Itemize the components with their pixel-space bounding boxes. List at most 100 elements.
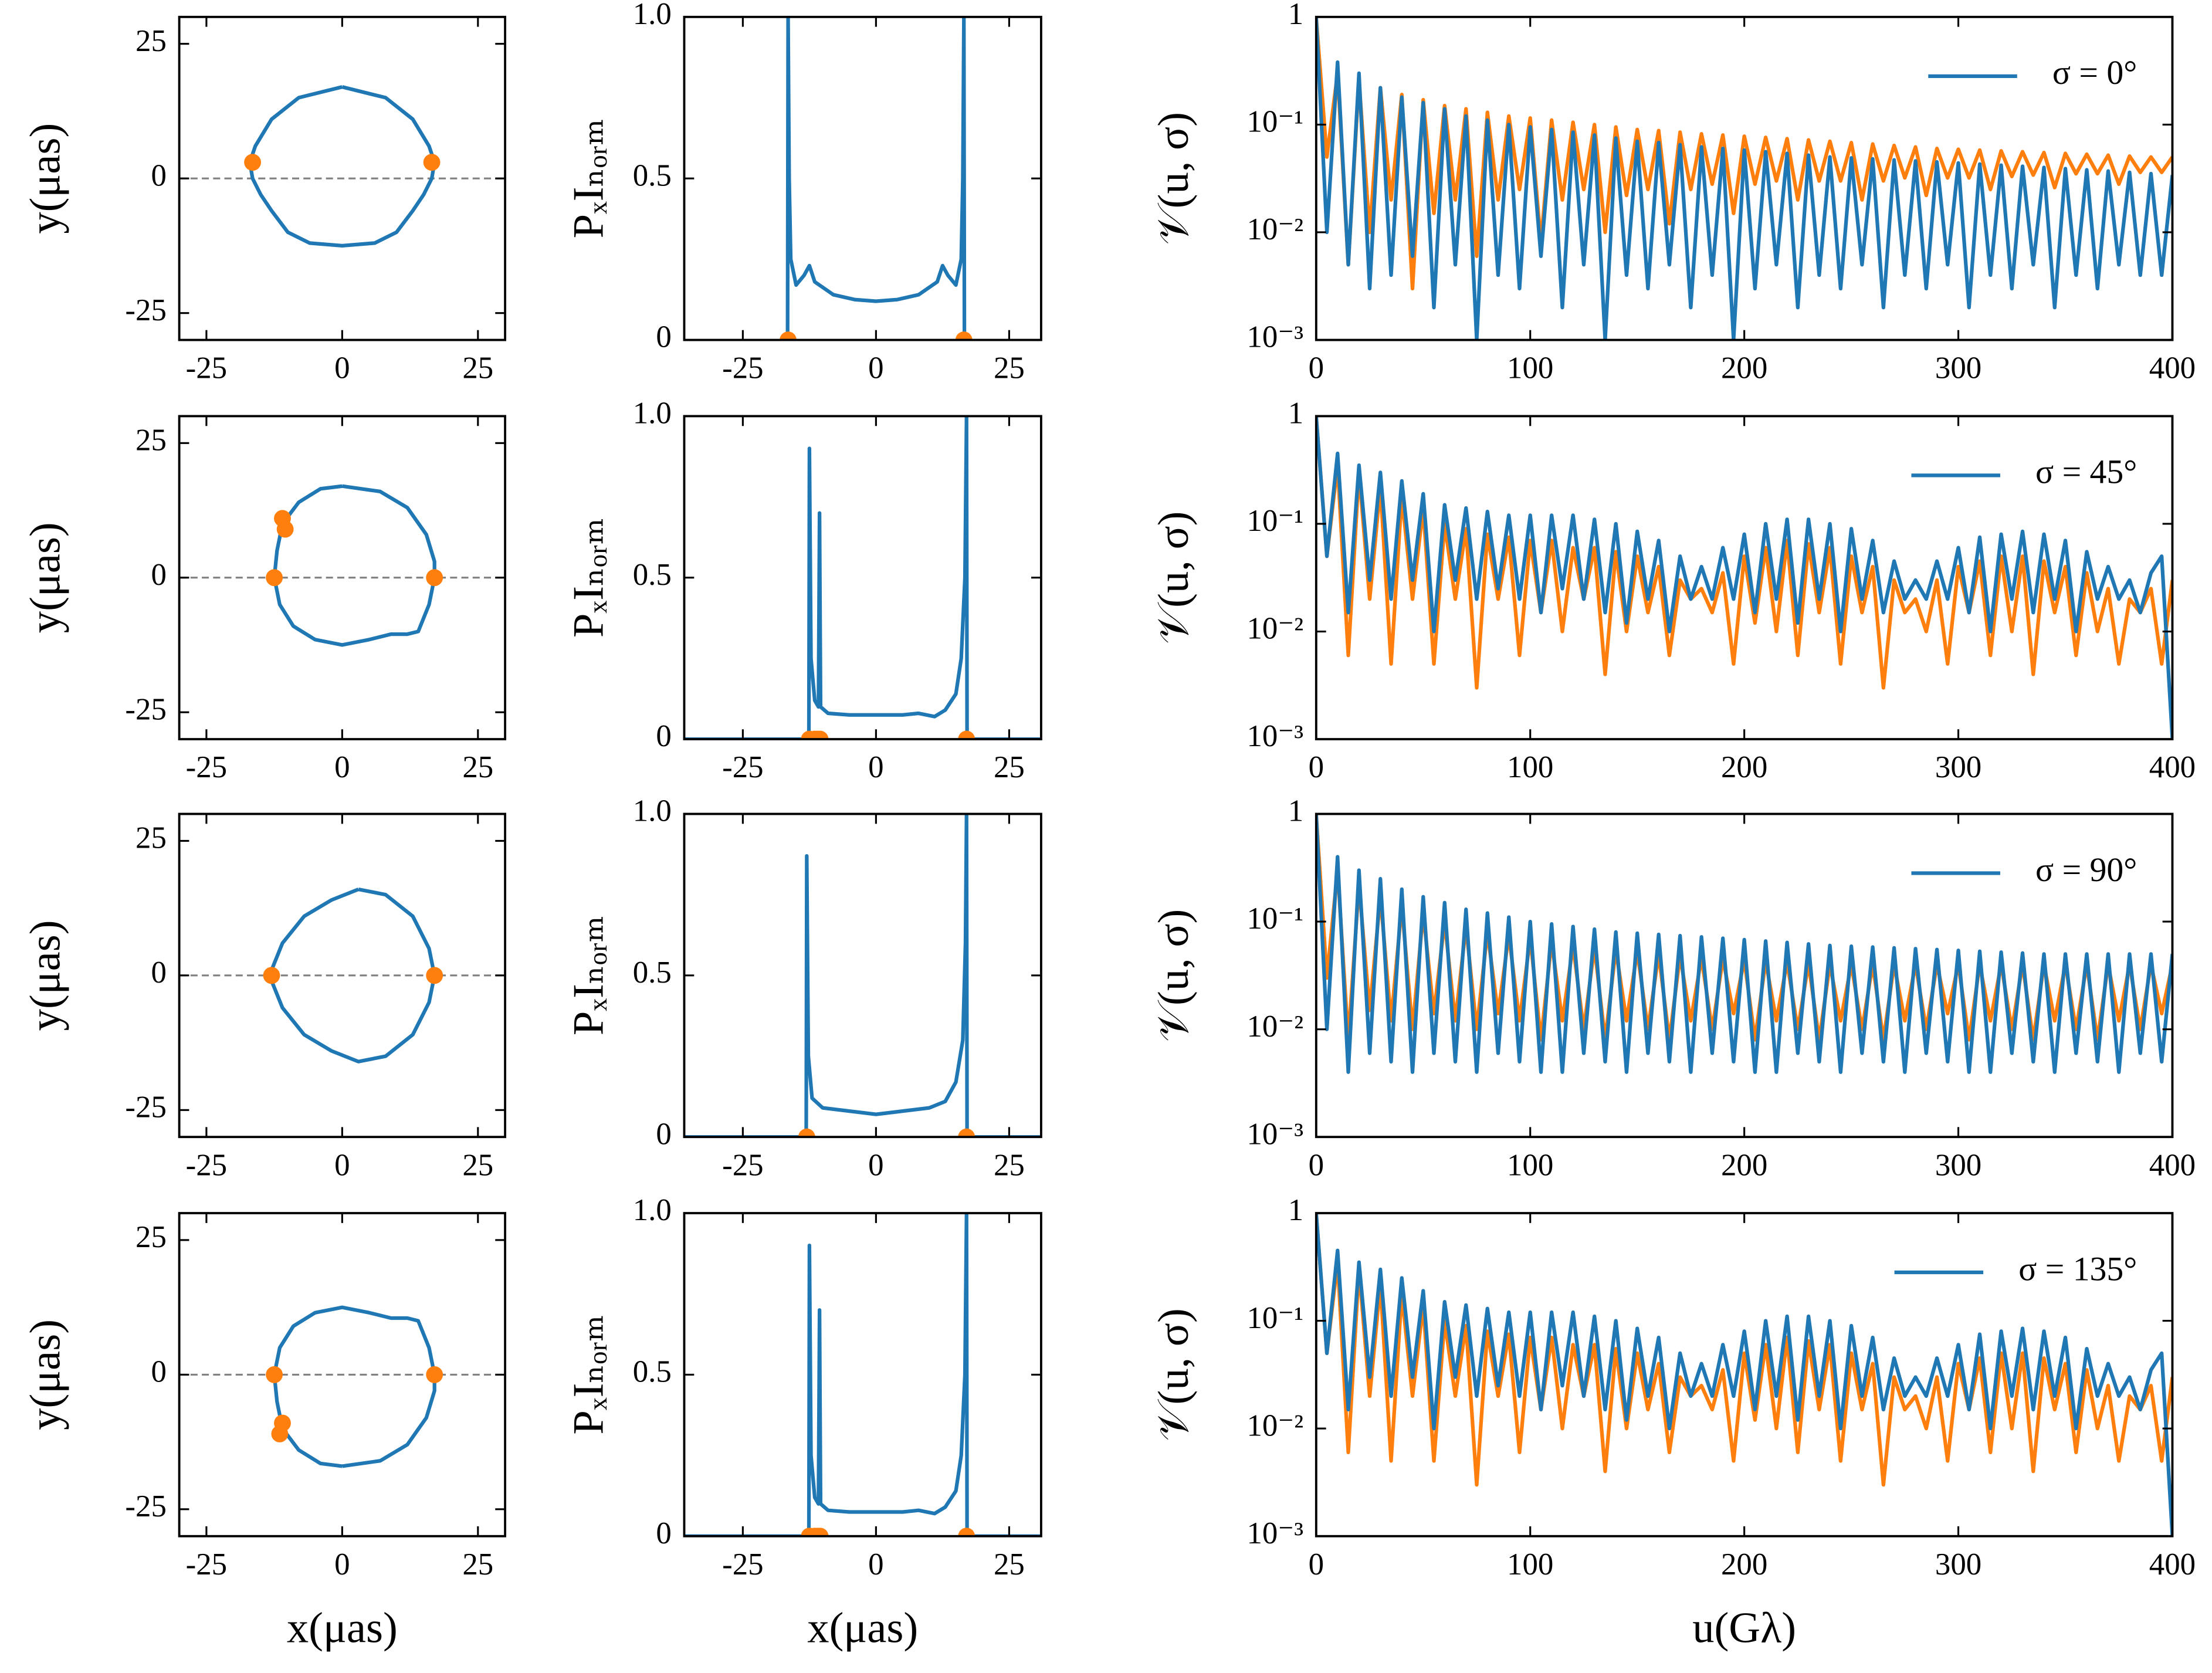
x-tick-label: 0 — [334, 1547, 350, 1581]
legend-label: σ = 135° — [2018, 1251, 2137, 1288]
y-tick-label: 1.0 — [633, 794, 672, 828]
series-line — [1316, 814, 2173, 1074]
plot-area — [179, 1305, 506, 1468]
x-axis-label: x(μas) — [807, 1604, 918, 1652]
plot-area — [1316, 814, 2173, 1074]
series-line — [272, 1305, 436, 1468]
x-axis-label: x(μas) — [287, 1604, 398, 1652]
x-tick-label: 25 — [994, 750, 1025, 784]
x-tick-label: 100 — [1507, 750, 1553, 784]
x-tick-label: -25 — [186, 1547, 228, 1581]
x-tick-label: 400 — [2149, 1148, 2196, 1182]
x-axis-label: u(Gλ) — [1692, 1604, 1796, 1652]
x-tick-label: -25 — [722, 351, 764, 385]
x-tick-label: 25 — [462, 750, 493, 784]
y-tick-label: -25 — [125, 1489, 167, 1523]
plot-area — [179, 484, 506, 647]
plot-area — [179, 887, 506, 1064]
y-tick-label: 10⁻³ — [1246, 320, 1303, 354]
x-tick-label: 100 — [1507, 1547, 1553, 1581]
series-line — [785, 16, 967, 340]
panel: -25 0 25 -25 0 25 y(μas) x(μas) — [21, 1212, 507, 1652]
marker — [276, 520, 294, 538]
x-tick-label: 300 — [1935, 351, 1981, 385]
panel: -25 0 25 -25 0 25 y(μas) — [21, 812, 507, 1182]
y-axis-label: PₓIₙₒᵣₘ — [564, 1315, 612, 1434]
series-line — [248, 85, 436, 248]
series-line — [272, 484, 436, 647]
series-line — [1316, 416, 2173, 740]
y-axis-label: y(μas) — [21, 1319, 69, 1430]
y-tick-label: 0.5 — [633, 1355, 672, 1389]
y-tick-label: 10⁻¹ — [1246, 504, 1303, 538]
x-tick-label: -25 — [186, 750, 228, 784]
y-tick-label: 10⁻³ — [1246, 1516, 1303, 1550]
marker — [266, 1366, 283, 1383]
panel: -25 0 25 0 0.5 1.0 PₓIₙₒᵣₘ x(μas) — [564, 1193, 1042, 1652]
y-tick-label: -25 — [125, 1090, 167, 1124]
y-tick-label: 25 — [136, 24, 167, 58]
x-tick-label: 0 — [334, 351, 350, 385]
x-tick-label: 0 — [1309, 351, 1324, 385]
y-tick-label: 10⁻³ — [1246, 719, 1303, 753]
series-line — [1316, 16, 2173, 340]
x-tick-label: -25 — [722, 1148, 764, 1182]
y-tick-label: 0.5 — [633, 158, 672, 192]
x-tick-label: 200 — [1721, 1148, 1767, 1182]
y-tick-label: -25 — [125, 692, 167, 726]
plot-area — [684, 1213, 1041, 1536]
plot-area — [780, 16, 973, 340]
marker — [271, 1425, 289, 1442]
panel: -25 0 25 0 0.5 1.0 PₓIₙₒᵣₘ — [564, 397, 1042, 784]
y-tick-label: 25 — [136, 821, 167, 855]
series-line — [684, 1213, 1041, 1536]
x-tick-label: 200 — [1721, 1547, 1767, 1581]
panel: 0 100 200 300 400 10⁻³ 10⁻² 10⁻¹ 1 𝒱(u, σ) σ = 0° — [1150, 0, 2196, 385]
y-tick-label: 1 — [1288, 0, 1303, 31]
plot-area — [684, 416, 1041, 740]
marker — [426, 569, 443, 587]
x-tick-label: 0 — [868, 1148, 883, 1182]
y-axis-label: PₓIₙₒᵣₘ — [564, 916, 612, 1035]
marker — [955, 331, 973, 340]
axes-frame — [683, 415, 1042, 740]
marker — [423, 154, 441, 171]
y-tick-label: 10⁻² — [1246, 1408, 1303, 1442]
y-tick-label: 0 — [656, 1516, 671, 1550]
axes-frame — [683, 1212, 1042, 1537]
y-axis-label: y(μas) — [21, 123, 69, 234]
y-tick-label: 10⁻¹ — [1246, 105, 1303, 139]
y-tick-label: 1.0 — [633, 0, 672, 31]
y-tick-label: 0 — [151, 558, 167, 592]
y-axis-label: 𝒱(u, σ) — [1150, 909, 1198, 1042]
x-tick-label: 25 — [462, 1148, 493, 1182]
y-axis-label: 𝒱(u, σ) — [1150, 1308, 1198, 1441]
y-tick-label: 0 — [151, 956, 167, 990]
x-tick-label: 200 — [1721, 750, 1767, 784]
legend-label: σ = 45° — [2035, 454, 2137, 491]
y-tick-label: 10⁻¹ — [1246, 1301, 1303, 1335]
marker — [266, 569, 283, 587]
y-tick-label: 25 — [136, 1220, 167, 1254]
x-tick-label: 0 — [1309, 1547, 1324, 1581]
plot-area — [1316, 16, 2173, 340]
series-line — [684, 814, 1041, 1137]
marker — [426, 1366, 443, 1383]
plot-area — [1316, 1213, 2173, 1536]
series-line — [1316, 16, 2173, 291]
y-axis-label: PₓIₙₒᵣₘ — [564, 518, 612, 638]
y-axis-label: 𝒱(u, σ) — [1150, 512, 1198, 644]
y-tick-label: 25 — [136, 423, 167, 457]
x-tick-label: 0 — [1309, 750, 1324, 784]
y-tick-label: 0 — [656, 320, 671, 354]
x-tick-label: 400 — [2149, 1547, 2196, 1581]
marker — [244, 154, 262, 171]
marker — [958, 730, 975, 740]
y-axis-label: 𝒱(u, σ) — [1150, 112, 1198, 245]
series-line — [1316, 1213, 2173, 1487]
x-tick-label: 0 — [334, 750, 350, 784]
x-tick-label: -25 — [186, 351, 228, 385]
y-tick-label: 0.5 — [633, 558, 672, 592]
axes-frame — [683, 15, 1042, 341]
